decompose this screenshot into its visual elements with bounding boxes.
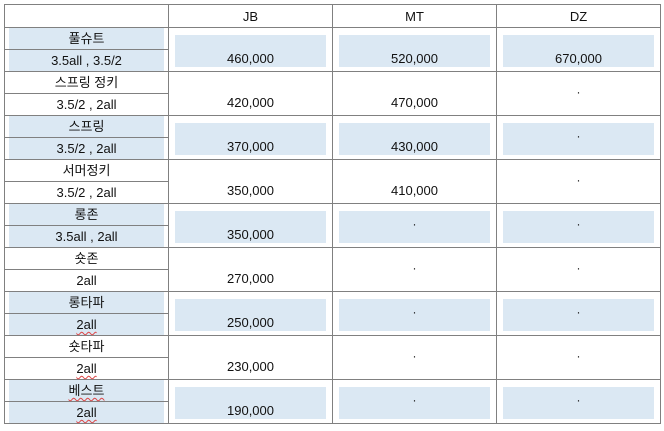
price-value: 230,000: [227, 359, 274, 374]
price-value: 190,000: [227, 403, 274, 418]
table-body: 풀슈트 3.5all , 3.5/2 460,000 520,000 670,000 스프…: [4, 27, 661, 424]
price-value: 250,000: [227, 315, 274, 330]
header-col-jb: JB: [168, 4, 333, 28]
header-col-mt: MT: [332, 4, 497, 28]
price-value: ·: [412, 217, 417, 231]
category-cell: 서머정키 3.5/2 , 2all: [4, 159, 169, 204]
table-row: 스프링 정키 3.5/2 , 2all 420,000 470,000 ·: [4, 71, 661, 116]
price-value: ·: [576, 173, 581, 187]
price-value: 460,000: [227, 51, 274, 66]
price-cell: 350,000: [168, 203, 333, 248]
price-cell: 370,000: [168, 115, 333, 160]
price-cell: ·: [332, 247, 497, 292]
price-value: ·: [412, 261, 417, 275]
price-value: ·: [412, 349, 417, 363]
table-row: 롱타파 2all 250,000 · ·: [4, 291, 661, 336]
price-value: ·: [576, 129, 581, 143]
price-value: 520,000: [391, 51, 438, 66]
category-name: 숏존: [74, 251, 99, 266]
category-name: 롱존: [9, 204, 164, 225]
price-cell: ·: [332, 335, 497, 380]
table-row: 숏타파 2all 230,000 · ·: [4, 335, 661, 380]
category-spec: 2all: [9, 314, 164, 335]
price-cell: 430,000: [332, 115, 497, 160]
category-spec: 3.5/2 , 2all: [9, 138, 164, 159]
price-cell: 460,000: [168, 27, 333, 72]
category-name: 스프링: [9, 116, 164, 137]
category-cell: 롱타파 2all: [4, 291, 169, 336]
price-value: 350,000: [227, 227, 274, 242]
price-cell: 270,000: [168, 247, 333, 292]
price-value: 430,000: [391, 139, 438, 154]
price-value: ·: [576, 85, 581, 99]
price-value: ·: [412, 305, 417, 319]
price-value: 350,000: [227, 183, 274, 198]
category-spec: 3.5/2 , 2all: [56, 97, 117, 112]
table-row: 서머정키 3.5/2 , 2all 350,000 410,000 ·: [4, 159, 661, 204]
price-value: ·: [576, 349, 581, 363]
category-cell: 숏타파 2all: [4, 335, 169, 380]
category-spec: 3.5/2 , 2all: [56, 185, 117, 200]
price-value: 420,000: [227, 95, 274, 110]
price-value: 410,000: [391, 183, 438, 198]
price-cell: 670,000: [496, 27, 661, 72]
category-spec: 2all: [76, 273, 97, 288]
category-name: 스프링 정키: [54, 75, 119, 90]
category-name: 숏타파: [68, 339, 105, 354]
price-table: JB MT DZ 풀슈트 3.5all , 3.5/2 460,000 520,000…: [4, 4, 661, 424]
price-cell: ·: [496, 379, 661, 424]
table-row: 롱존 3.5all , 2all 350,000 · ·: [4, 203, 661, 248]
price-value: ·: [412, 393, 417, 407]
price-cell: ·: [496, 115, 661, 160]
category-name: 풀슈트: [9, 28, 164, 49]
price-value: ·: [576, 305, 581, 319]
header-row: JB MT DZ: [4, 4, 661, 28]
price-cell: 410,000: [332, 159, 497, 204]
category-spec: 2all: [9, 402, 164, 423]
price-cell: ·: [332, 291, 497, 336]
category-cell: 베스트 2all: [4, 379, 169, 424]
header-corner: [4, 4, 169, 28]
category-spec: 3.5all , 2all: [9, 226, 164, 247]
category-cell: 스프링 정키 3.5/2 , 2all: [4, 71, 169, 116]
price-cell: ·: [496, 71, 661, 116]
category-cell: 풀슈트 3.5all , 3.5/2: [4, 27, 169, 72]
price-cell: 350,000: [168, 159, 333, 204]
price-cell: 470,000: [332, 71, 497, 116]
price-value: 370,000: [227, 139, 274, 154]
category-spec: 3.5all , 3.5/2: [9, 50, 164, 71]
price-cell: 420,000: [168, 71, 333, 116]
price-cell: ·: [496, 203, 661, 248]
price-value: ·: [576, 393, 581, 407]
table-row: 스프링 3.5/2 , 2all 370,000 430,000 ·: [4, 115, 661, 160]
price-value: 670,000: [555, 51, 602, 66]
price-value: 270,000: [227, 271, 274, 286]
header-col-dz: DZ: [496, 4, 661, 28]
category-cell: 스프링 3.5/2 , 2all: [4, 115, 169, 160]
table-row: 풀슈트 3.5all , 3.5/2 460,000 520,000 670,000: [4, 27, 661, 72]
price-cell: 250,000: [168, 291, 333, 336]
price-value: 470,000: [391, 95, 438, 110]
price-cell: ·: [496, 291, 661, 336]
price-cell: 190,000: [168, 379, 333, 424]
category-spec: 2all: [76, 361, 97, 376]
price-value: ·: [576, 261, 581, 275]
table-row: 베스트 2all 190,000 · ·: [4, 379, 661, 424]
category-name: 베스트: [9, 380, 164, 401]
price-cell: ·: [332, 203, 497, 248]
category-cell: 롱존 3.5all , 2all: [4, 203, 169, 248]
price-cell: 520,000: [332, 27, 497, 72]
category-name: 서머정키: [62, 163, 111, 178]
price-cell: ·: [496, 247, 661, 292]
category-cell: 숏존 2all: [4, 247, 169, 292]
price-value: ·: [576, 217, 581, 231]
price-cell: 230,000: [168, 335, 333, 380]
price-cell: ·: [496, 335, 661, 380]
price-cell: ·: [496, 159, 661, 204]
category-name: 롱타파: [9, 292, 164, 313]
table-row: 숏존 2all 270,000 · ·: [4, 247, 661, 292]
price-cell: ·: [332, 379, 497, 424]
